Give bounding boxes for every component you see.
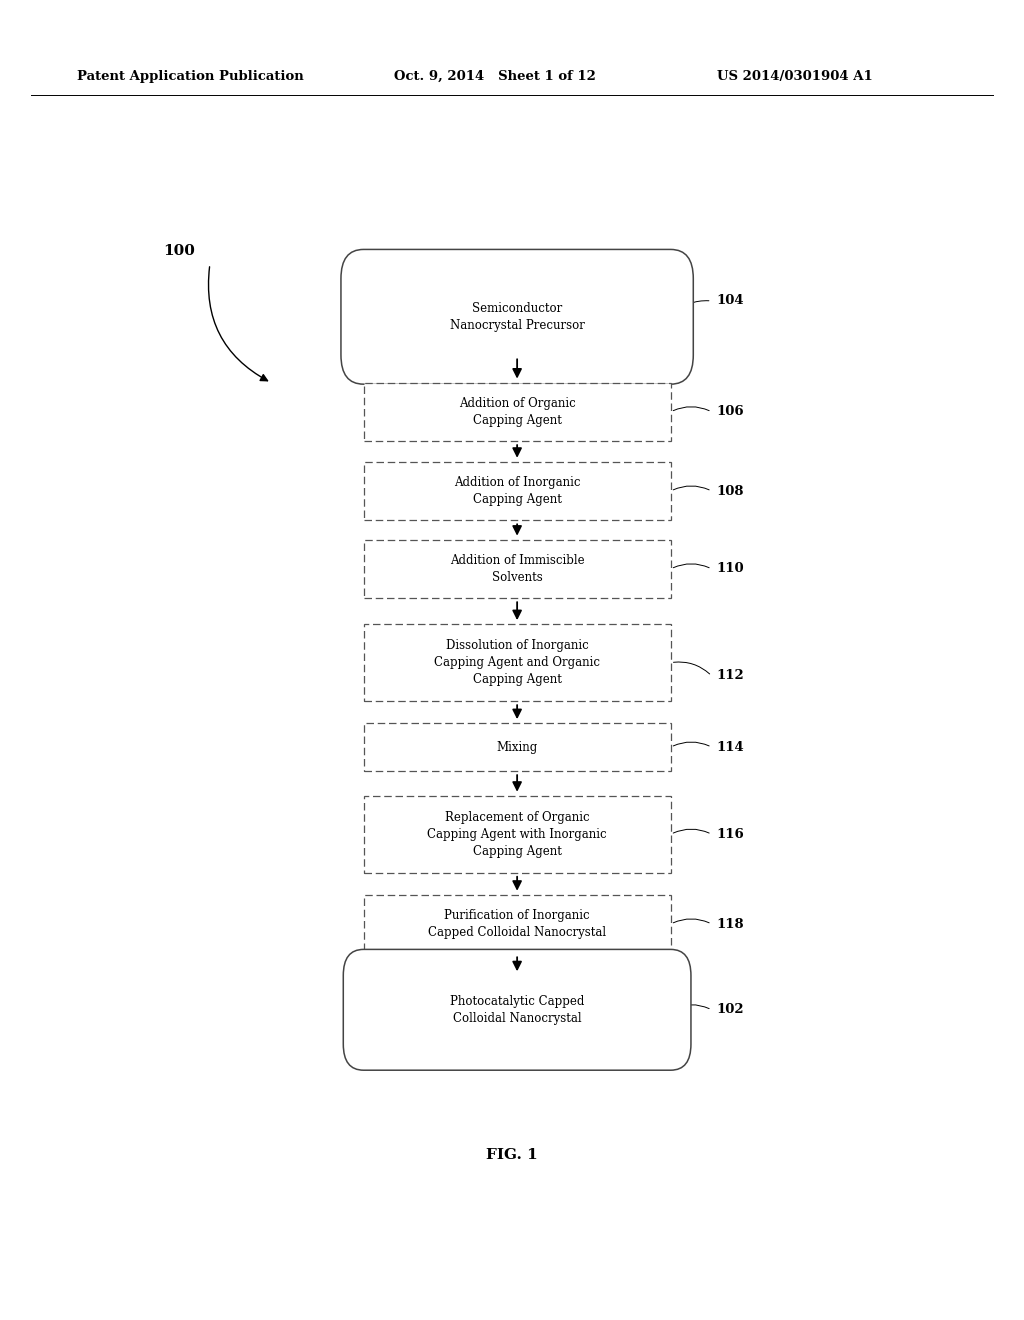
FancyBboxPatch shape [343,949,691,1071]
Bar [364,383,671,441]
Bar [364,462,671,520]
Text: Addition of Immiscible
Solvents: Addition of Immiscible Solvents [450,554,585,583]
Text: Semiconductor
Nanocrystal Precursor: Semiconductor Nanocrystal Precursor [450,302,585,331]
Bar [364,540,671,598]
Text: 118: 118 [717,917,744,931]
Text: 108: 108 [717,484,744,498]
Text: Oct. 9, 2014   Sheet 1 of 12: Oct. 9, 2014 Sheet 1 of 12 [394,70,596,83]
Text: 106: 106 [717,405,744,418]
Text: Addition of Inorganic
Capping Agent: Addition of Inorganic Capping Agent [454,477,581,506]
Text: Replacement of Organic
Capping Agent with Inorganic
Capping Agent: Replacement of Organic Capping Agent wit… [427,810,607,858]
Text: Photocatalytic Capped
Colloidal Nanocrystal: Photocatalytic Capped Colloidal Nanocrys… [450,995,585,1024]
Text: 104: 104 [717,294,744,308]
Text: 112: 112 [717,669,744,682]
Text: 102: 102 [717,1003,744,1016]
Text: 100: 100 [163,244,196,257]
Bar [364,796,671,873]
Text: Dissolution of Inorganic
Capping Agent and Organic
Capping Agent: Dissolution of Inorganic Capping Agent a… [434,639,600,686]
Text: Mixing: Mixing [497,741,538,754]
Text: Purification of Inorganic
Capped Colloidal Nanocrystal: Purification of Inorganic Capped Colloid… [428,909,606,939]
Text: Addition of Organic
Capping Agent: Addition of Organic Capping Agent [459,397,575,426]
Text: 110: 110 [717,562,744,576]
Text: US 2014/0301904 A1: US 2014/0301904 A1 [717,70,872,83]
Bar [364,624,671,701]
Text: 116: 116 [717,828,744,841]
Text: 114: 114 [717,741,744,754]
Bar [364,895,671,953]
Text: FIG. 1: FIG. 1 [486,1148,538,1162]
Text: Patent Application Publication: Patent Application Publication [77,70,303,83]
Bar [364,723,671,771]
FancyBboxPatch shape [341,249,693,384]
